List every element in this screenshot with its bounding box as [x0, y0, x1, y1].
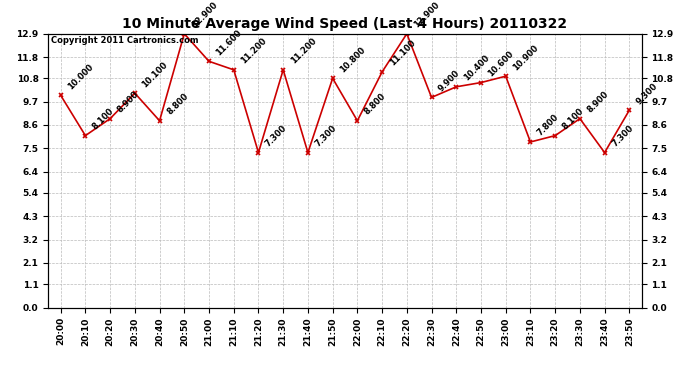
- Text: 11.100: 11.100: [388, 39, 417, 68]
- Text: 11.600: 11.600: [215, 28, 244, 57]
- Text: 8.900: 8.900: [116, 90, 141, 114]
- Text: 7.300: 7.300: [313, 123, 338, 148]
- Text: 12.900: 12.900: [413, 0, 442, 30]
- Text: 10.000: 10.000: [66, 62, 95, 91]
- Text: 9.300: 9.300: [635, 81, 660, 106]
- Text: 8.900: 8.900: [585, 90, 611, 114]
- Text: 7.300: 7.300: [610, 123, 635, 148]
- Text: 10.400: 10.400: [462, 54, 491, 82]
- Text: Copyright 2011 Cartronics.com: Copyright 2011 Cartronics.com: [51, 36, 199, 45]
- Title: 10 Minute Average Wind Speed (Last 4 Hours) 20110322: 10 Minute Average Wind Speed (Last 4 Hou…: [122, 17, 568, 31]
- Text: 12.900: 12.900: [190, 0, 219, 30]
- Text: 10.100: 10.100: [140, 60, 170, 89]
- Text: 10.800: 10.800: [338, 45, 367, 74]
- Text: 8.100: 8.100: [561, 106, 586, 132]
- Text: 10.600: 10.600: [486, 49, 515, 78]
- Text: 8.100: 8.100: [91, 106, 116, 132]
- Text: 8.800: 8.800: [363, 92, 388, 117]
- Text: 9.900: 9.900: [437, 68, 462, 93]
- Text: 7.300: 7.300: [264, 123, 289, 148]
- Text: 11.200: 11.200: [239, 36, 268, 66]
- Text: 10.900: 10.900: [511, 43, 540, 72]
- Text: 11.200: 11.200: [288, 36, 318, 66]
- Text: 8.800: 8.800: [165, 92, 190, 117]
- Text: 7.800: 7.800: [536, 113, 561, 138]
